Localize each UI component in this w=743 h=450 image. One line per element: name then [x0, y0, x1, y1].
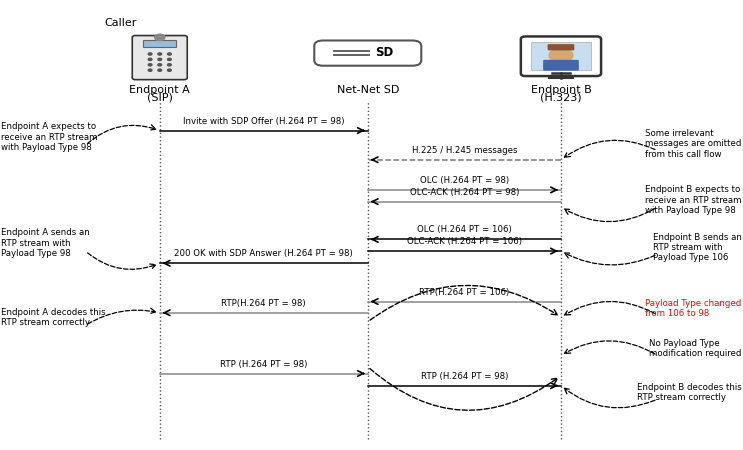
Text: Endpoint B expects to
receive an RTP stream
with Payload Type 98: Endpoint B expects to receive an RTP str… — [645, 185, 742, 215]
Text: Payload Type changed
from 106 to 98: Payload Type changed from 106 to 98 — [645, 298, 742, 318]
Text: Caller: Caller — [104, 18, 137, 27]
Text: OLC (H.264 PT = 98): OLC (H.264 PT = 98) — [420, 176, 509, 185]
Text: Net-Net SD: Net-Net SD — [337, 85, 399, 95]
Text: Endpoint B decodes this
RTP stream correctly: Endpoint B decodes this RTP stream corre… — [637, 382, 742, 402]
Text: OLC-ACK (H.264 PT = 98): OLC-ACK (H.264 PT = 98) — [409, 188, 519, 197]
FancyBboxPatch shape — [543, 60, 579, 71]
Circle shape — [149, 69, 152, 72]
Circle shape — [149, 58, 152, 60]
Text: No Payload Type
modification required: No Payload Type modification required — [649, 339, 742, 359]
FancyBboxPatch shape — [314, 40, 421, 66]
Text: RTP (H.264 PT = 98): RTP (H.264 PT = 98) — [421, 372, 508, 381]
FancyBboxPatch shape — [521, 36, 601, 76]
Text: SD: SD — [375, 46, 393, 59]
Text: RTP(H.264 PT = 106): RTP(H.264 PT = 106) — [419, 288, 510, 297]
Circle shape — [168, 58, 171, 60]
FancyBboxPatch shape — [132, 36, 187, 80]
FancyBboxPatch shape — [531, 42, 591, 70]
Text: 200 OK with SDP Answer (H.264 PT = 98): 200 OK with SDP Answer (H.264 PT = 98) — [175, 249, 353, 258]
FancyBboxPatch shape — [548, 44, 574, 50]
Circle shape — [149, 64, 152, 66]
Circle shape — [158, 69, 162, 72]
Circle shape — [549, 48, 573, 63]
Text: RTP(H.264 PT = 98): RTP(H.264 PT = 98) — [221, 299, 306, 308]
FancyBboxPatch shape — [143, 40, 176, 47]
Text: Endpoint A: Endpoint A — [129, 85, 190, 95]
Text: Some irrelevant
messages are omitted
from this call flow: Some irrelevant messages are omitted fro… — [645, 129, 742, 159]
Circle shape — [149, 53, 152, 55]
Text: Endpoint B: Endpoint B — [531, 85, 591, 95]
Circle shape — [158, 58, 162, 60]
Text: Endpoint A expects to
receive an RTP stream
with Payload Type 98: Endpoint A expects to receive an RTP str… — [1, 122, 98, 152]
Text: Invite with SDP Offer (H.264 PT = 98): Invite with SDP Offer (H.264 PT = 98) — [183, 117, 345, 126]
Circle shape — [155, 34, 165, 40]
Circle shape — [168, 69, 171, 72]
Circle shape — [158, 53, 162, 55]
Text: Endpoint B sends an
RTP stream with
Payload Type 106: Endpoint B sends an RTP stream with Payl… — [652, 233, 742, 262]
Text: Endpoint A sends an
RTP stream with
Payload Type 98: Endpoint A sends an RTP stream with Payl… — [1, 228, 90, 258]
Text: RTP (H.264 PT = 98): RTP (H.264 PT = 98) — [220, 360, 308, 369]
Circle shape — [158, 64, 162, 66]
Text: (H.323): (H.323) — [540, 93, 582, 103]
Text: H.225 / H.245 messages: H.225 / H.245 messages — [412, 146, 517, 155]
Text: (SIP): (SIP) — [147, 93, 172, 103]
Text: OLC-ACK (H.264 PT = 106): OLC-ACK (H.264 PT = 106) — [407, 237, 522, 246]
Circle shape — [168, 53, 171, 55]
Text: Endpoint A decodes this
RTP stream correctly: Endpoint A decodes this RTP stream corre… — [1, 307, 106, 327]
Text: OLC (H.264 PT = 106): OLC (H.264 PT = 106) — [417, 225, 512, 234]
Circle shape — [168, 64, 171, 66]
